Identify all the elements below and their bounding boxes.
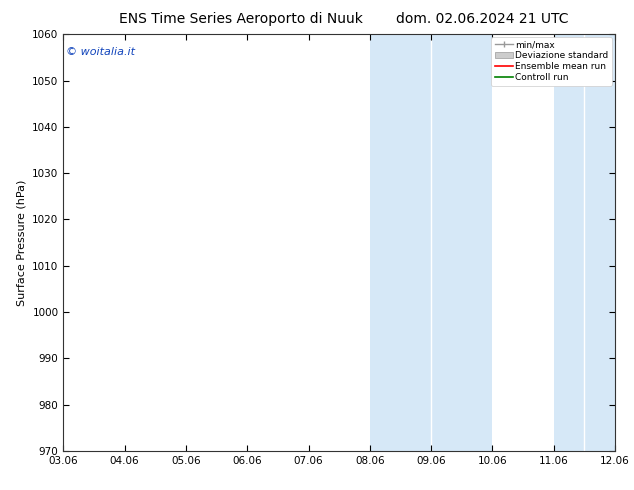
Text: dom. 02.06.2024 21 UTC: dom. 02.06.2024 21 UTC bbox=[396, 12, 568, 26]
Y-axis label: Surface Pressure (hPa): Surface Pressure (hPa) bbox=[16, 179, 27, 306]
Bar bbox=[431, 34, 493, 451]
Bar bbox=[553, 34, 585, 451]
Text: ENS Time Series Aeroporto di Nuuk: ENS Time Series Aeroporto di Nuuk bbox=[119, 12, 363, 26]
Text: © woitalia.it: © woitalia.it bbox=[66, 47, 135, 57]
Legend: min/max, Deviazione standard, Ensemble mean run, Controll run: min/max, Deviazione standard, Ensemble m… bbox=[491, 37, 612, 86]
Bar bbox=[585, 34, 615, 451]
Bar bbox=[370, 34, 431, 451]
